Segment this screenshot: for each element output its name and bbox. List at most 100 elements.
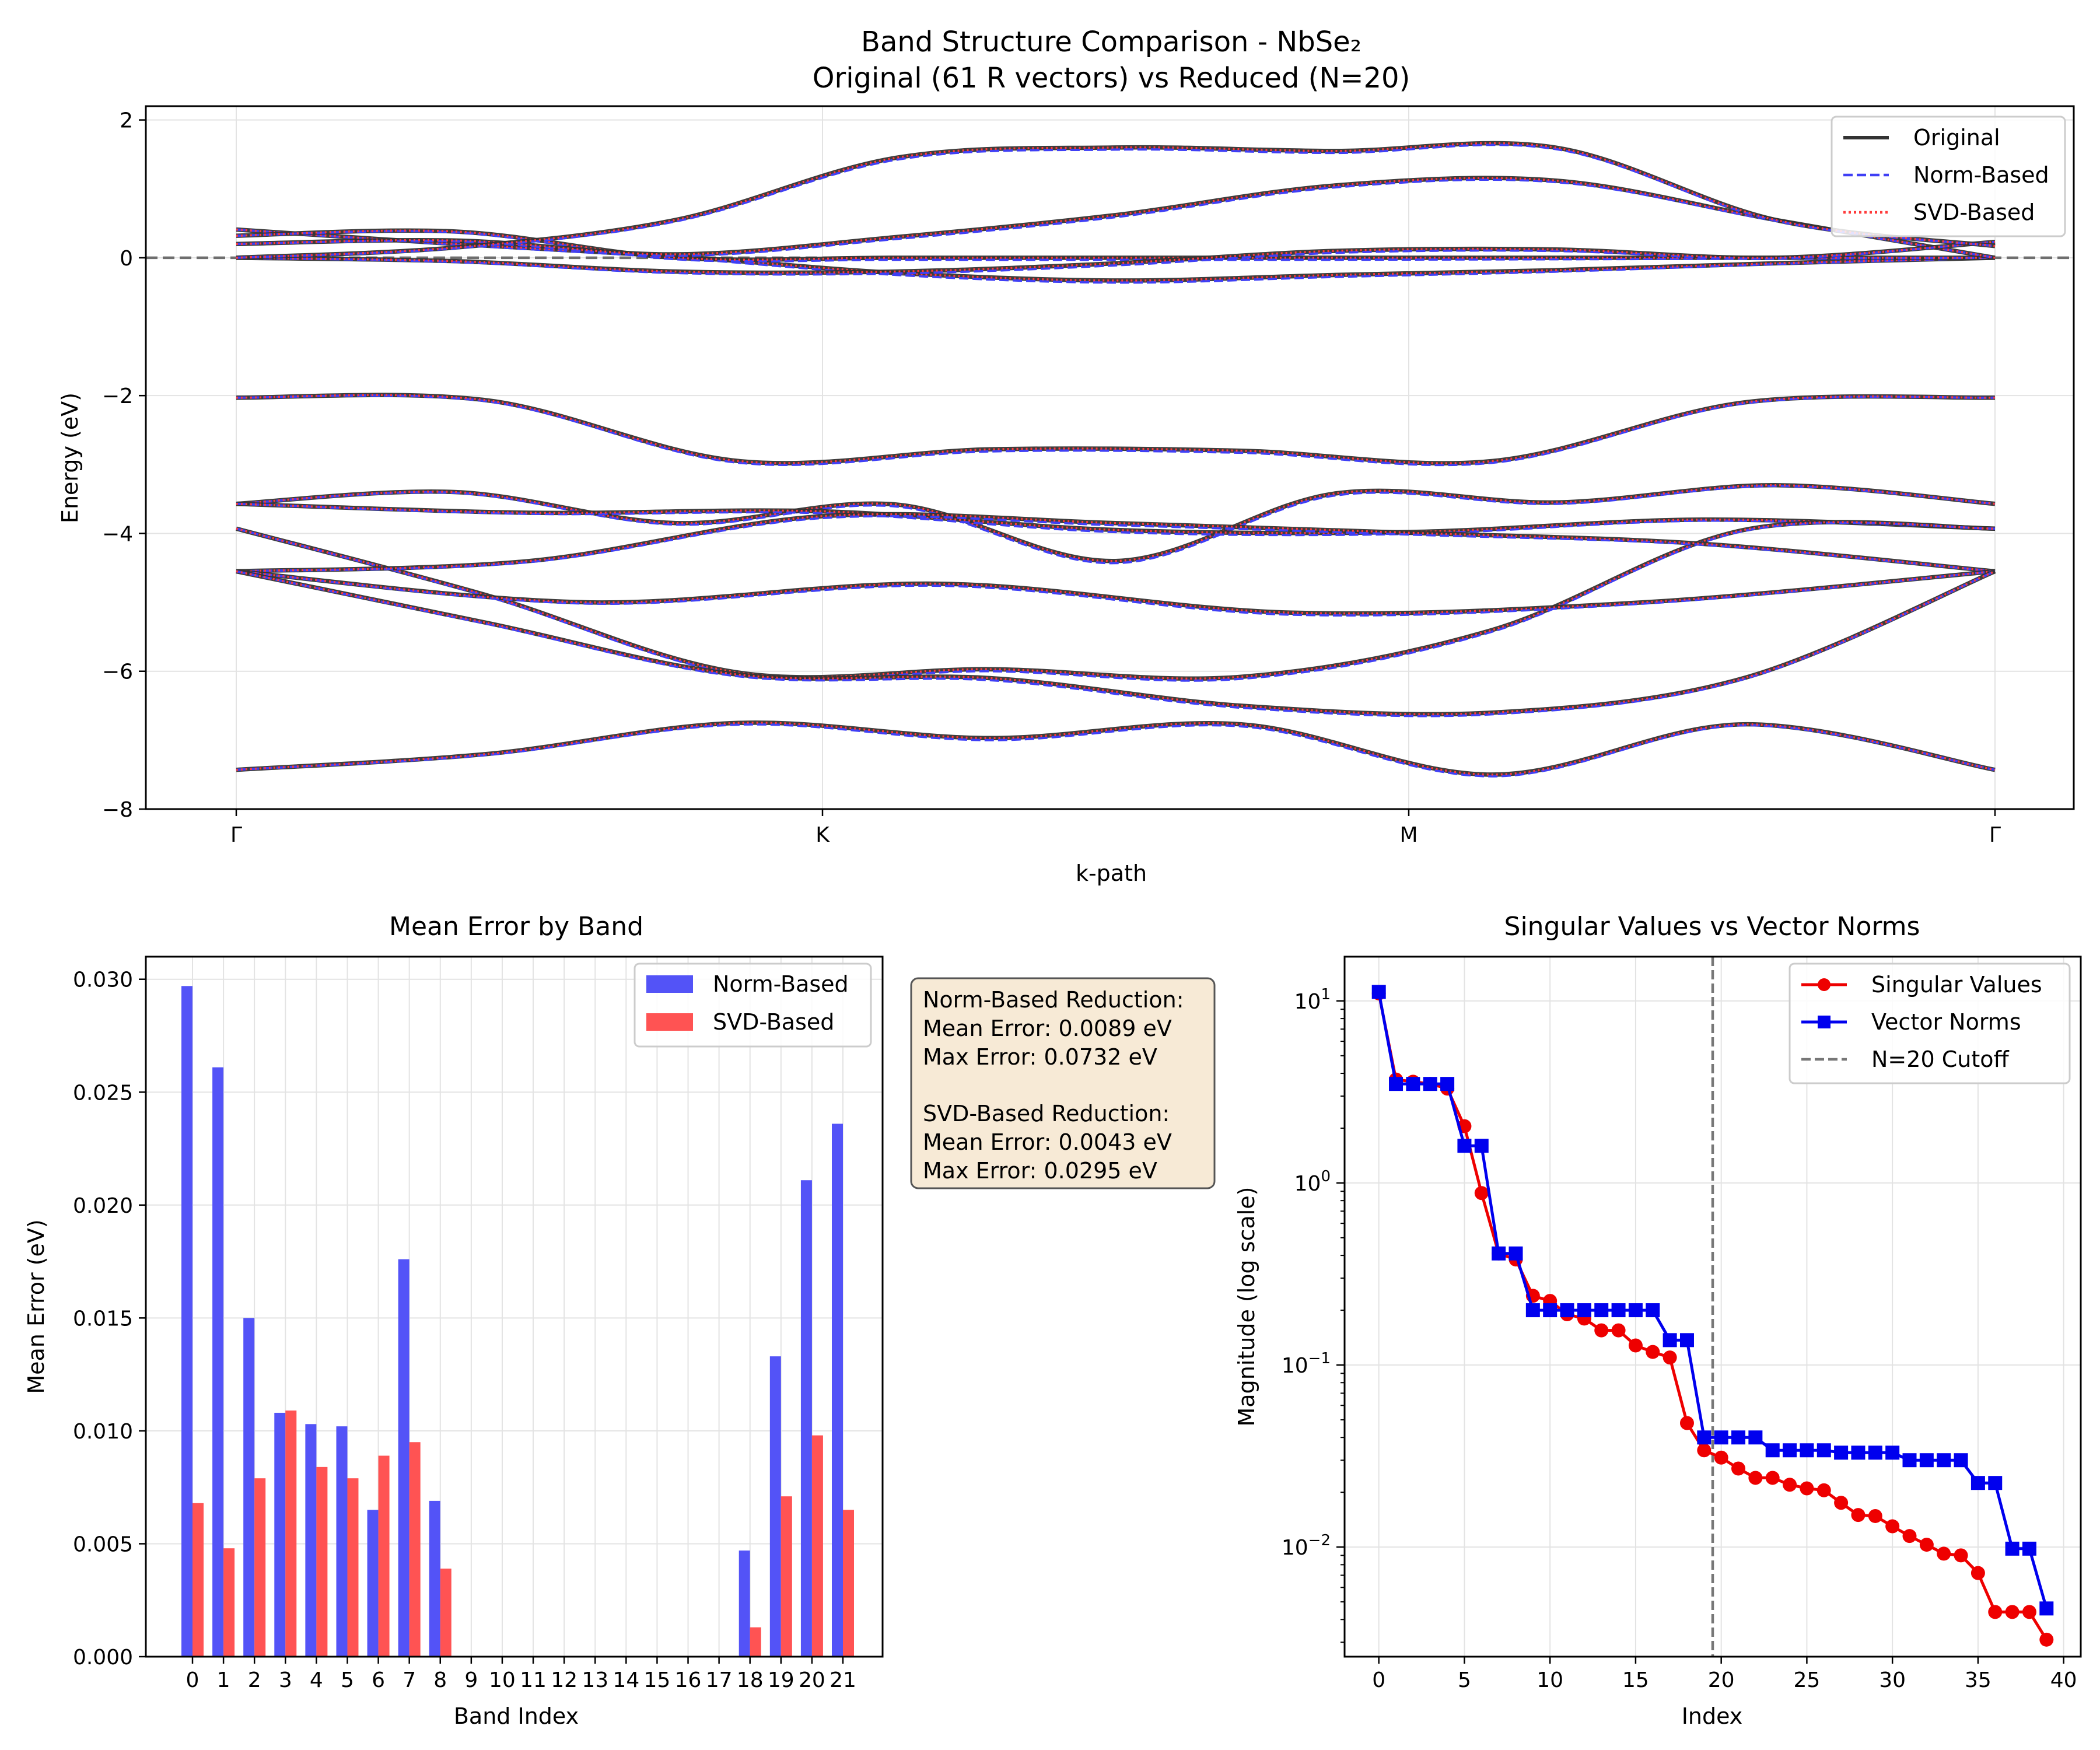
vector-norm-marker [1783,1443,1797,1458]
norm-error-bar [367,1510,379,1657]
band-lines [236,141,1996,778]
vector-norm-marker [2039,1601,2054,1616]
norm-error-bar [800,1180,812,1657]
sv-x-tick-label: 10 [1536,1668,1563,1692]
vector-norm-marker [1937,1453,1951,1468]
error-x-tick-label: 20 [799,1668,825,1692]
sv-x-tick-label: 15 [1622,1668,1649,1692]
vector-norm-marker [1406,1077,1420,1091]
band-svd-line [236,570,1996,615]
sv-chart-title: Singular Values vs Vector Norms [1504,912,1920,942]
error-legend: Norm-Based SVD-Based [634,963,872,1048]
vector-norm-marker [1577,1303,1591,1318]
norm-error-bar [769,1356,781,1657]
band-structure-panel: Band Structure Comparison - NbSe₂ Origin… [57,26,2075,886]
error-bars [181,986,854,1657]
sv-x-tick-label: 0 [1372,1668,1385,1692]
singular-value-marker [1748,1471,1763,1485]
norm-error-bar [398,1259,410,1657]
error-x-tick-label: 7 [402,1668,416,1692]
band-y-tick-label: −8 [102,798,133,822]
vector-norm-marker [1543,1303,1558,1318]
vector-norm-marker [1611,1303,1626,1318]
vector-norm-marker [1440,1077,1455,1091]
error-x-tick-label: 19 [768,1668,794,1692]
band-x-axis-label: k-path [1076,860,1147,886]
vector-norm-marker [1423,1077,1437,1091]
singular-value-marker [1628,1338,1643,1353]
error-x-tick-label: 0 [186,1668,200,1692]
vector-norm-marker [1817,1443,1831,1458]
error-x-axis: 0 1 2 3 4 5 6 7 8 9 10 11 12 13 14 15 16 17 18 19 20 21 [186,1657,856,1692]
sv-y-axis: 10−2 10−1 100 101 [1282,986,1345,1643]
vector-norm-marker [1971,1476,1985,1490]
singular-value-marker [1954,1548,1968,1563]
vector-norm-marker [1765,1443,1780,1458]
mean-error-panel: Mean Error by Band 0.0000.0050.0100.0150… [23,912,884,1729]
legend-original-label: Original [1913,125,2000,150]
vector-norm-marker [1679,1333,1694,1348]
vector-norm-marker [1508,1246,1523,1261]
legend-vn-marker [1818,1016,1831,1028]
vector-norm-marker [1834,1446,1849,1460]
legend-vn-label: Vector Norms [1871,1009,2021,1035]
vector-norm-marker [2022,1541,2036,1556]
vector-norm-marker [1662,1333,1677,1348]
band-svd-line [236,502,1996,534]
info-line-5: SVD-Based Reduction: [923,1101,1170,1126]
vector-norm-marker [1560,1303,1574,1318]
error-x-tick-label: 15 [644,1668,671,1692]
band-x-tick-label: M [1399,823,1418,847]
sv-y-tick-label: 100 [1294,1168,1331,1196]
singular-value-marker [2039,1632,2054,1647]
error-x-tick-label: 4 [310,1668,323,1692]
singular-value-marker [1731,1461,1746,1476]
sv-x-tick-label: 20 [1708,1668,1735,1692]
singular-value-marker [1697,1443,1712,1458]
norm-error-bar [243,1318,255,1657]
vector-norm-marker [1885,1446,1900,1460]
band-svd-line [236,394,1996,464]
singular-value-marker [1902,1529,1917,1544]
error-y-tick-label: 0.010 [73,1420,133,1444]
singular-value-marker [2005,1605,2020,1619]
error-x-tick-label: 18 [737,1668,764,1692]
singular-value-marker [1783,1478,1797,1492]
band-norm-line [236,723,1996,778]
singular-value-marker [1662,1350,1677,1365]
norm-error-bar [212,1067,224,1657]
band-x-tick-label: K [816,823,830,847]
singular-value-marker [1851,1508,1866,1522]
svd-error-bar [378,1455,390,1657]
sv-legend-box [1788,963,2071,1084]
error-x-tick-label: 12 [551,1668,578,1692]
band-x-tick-label: Γ [230,823,242,847]
legend-svd-label: SVD-Based [1913,200,2035,225]
info-box: Norm-Based Reduction: Mean Error: 0.0089… [910,977,1216,1189]
svd-error-bar [316,1466,328,1657]
vector-norm-marker [1389,1077,1404,1091]
vector-norm-marker [1731,1430,1746,1445]
error-y-axis-label: Mean Error (eV) [23,1219,49,1394]
band-norm-line [236,522,1996,682]
norm-error-bar [336,1426,348,1657]
error-y-tick-label: 0.025 [73,1081,133,1105]
sv-x-tick-label: 40 [2050,1668,2077,1692]
band-norm-line [236,502,1996,537]
sv-x-tick-label: 30 [1879,1668,1906,1692]
norm-error-bar [274,1412,286,1657]
vector-norm-marker [1851,1446,1866,1460]
error-x-tick-label: 17 [706,1668,733,1692]
error-chart-title: Mean Error by Band [389,912,643,942]
singular-value-marker [1885,1519,1900,1534]
legend-svd-bar-label: SVD-Based [713,1009,834,1035]
svd-error-bar [843,1510,854,1657]
singular-value-marker [1937,1546,1951,1561]
vector-norm-marker [1697,1430,1712,1445]
error-plot-frame [145,956,884,1658]
band-norm-line [236,570,1996,617]
vector-norm-marker [1474,1139,1489,1153]
vector-norm-marker [1800,1443,1814,1458]
